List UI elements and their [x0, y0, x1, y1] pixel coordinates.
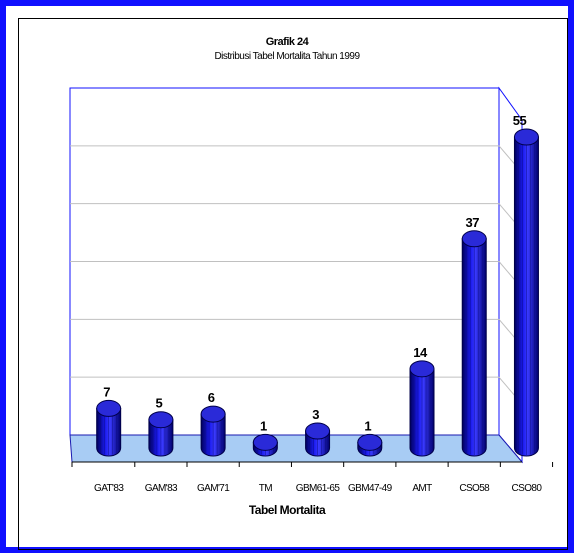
bar [200, 405, 226, 457]
bar-top [409, 360, 435, 378]
x-tick-label: GBM47-49 [348, 483, 393, 494]
x-axis-label: Tabel Mortalita [248, 503, 326, 517]
data-label: 37 [465, 215, 479, 230]
bar [96, 399, 122, 457]
chart-inner-border [18, 18, 568, 550]
bar [148, 411, 174, 457]
chart-title: Grafik 24 [265, 36, 309, 48]
x-tick-label: GAT'83 [94, 483, 124, 494]
data-label: 5 [156, 396, 163, 411]
bar-top [461, 230, 487, 248]
floor-plane [69, 434, 524, 463]
data-label: 7 [103, 384, 110, 399]
x-tick-label: CSO58 [459, 483, 490, 494]
data-label: 1 [364, 418, 371, 433]
x-tick-label: AMT [412, 483, 432, 494]
bar-top [305, 422, 331, 440]
bar-top [252, 433, 278, 451]
bar [461, 230, 487, 457]
data-label: 14 [413, 345, 428, 360]
x-tick-label: GAM'83 [145, 483, 178, 494]
x-tick-label: GBM61-65 [296, 483, 341, 494]
x-tick-label: TM [259, 483, 273, 494]
bar-top [357, 433, 383, 451]
data-label: 1 [260, 418, 267, 433]
x-tick-labels: GAT'83 GAM'83 GAM'71 TM GBM61-65 GBM47-49 AMT C… [71, 462, 554, 494]
x-tick-label: GAM'71 [197, 483, 230, 494]
bar [252, 433, 278, 457]
data-label: 6 [208, 390, 215, 405]
bar-top [513, 128, 539, 146]
x-tick-label: CSO80 [512, 483, 543, 494]
data-label: 55 [513, 113, 527, 128]
bar-top [96, 399, 122, 417]
data-labels: 7 5 6 1 3 1 14 37 55 [103, 113, 527, 433]
bars [96, 128, 539, 457]
chart-floor [69, 434, 524, 463]
bar [305, 422, 331, 457]
bar-top [200, 405, 226, 423]
chart-subtitle: Distribusi Tabel Mortalita Tahun 1999 [214, 51, 360, 62]
chart-walls [69, 86, 523, 464]
bar [513, 128, 539, 457]
bar [409, 360, 435, 457]
bar-top [148, 411, 174, 429]
bar [357, 433, 383, 457]
data-label: 3 [312, 407, 319, 422]
